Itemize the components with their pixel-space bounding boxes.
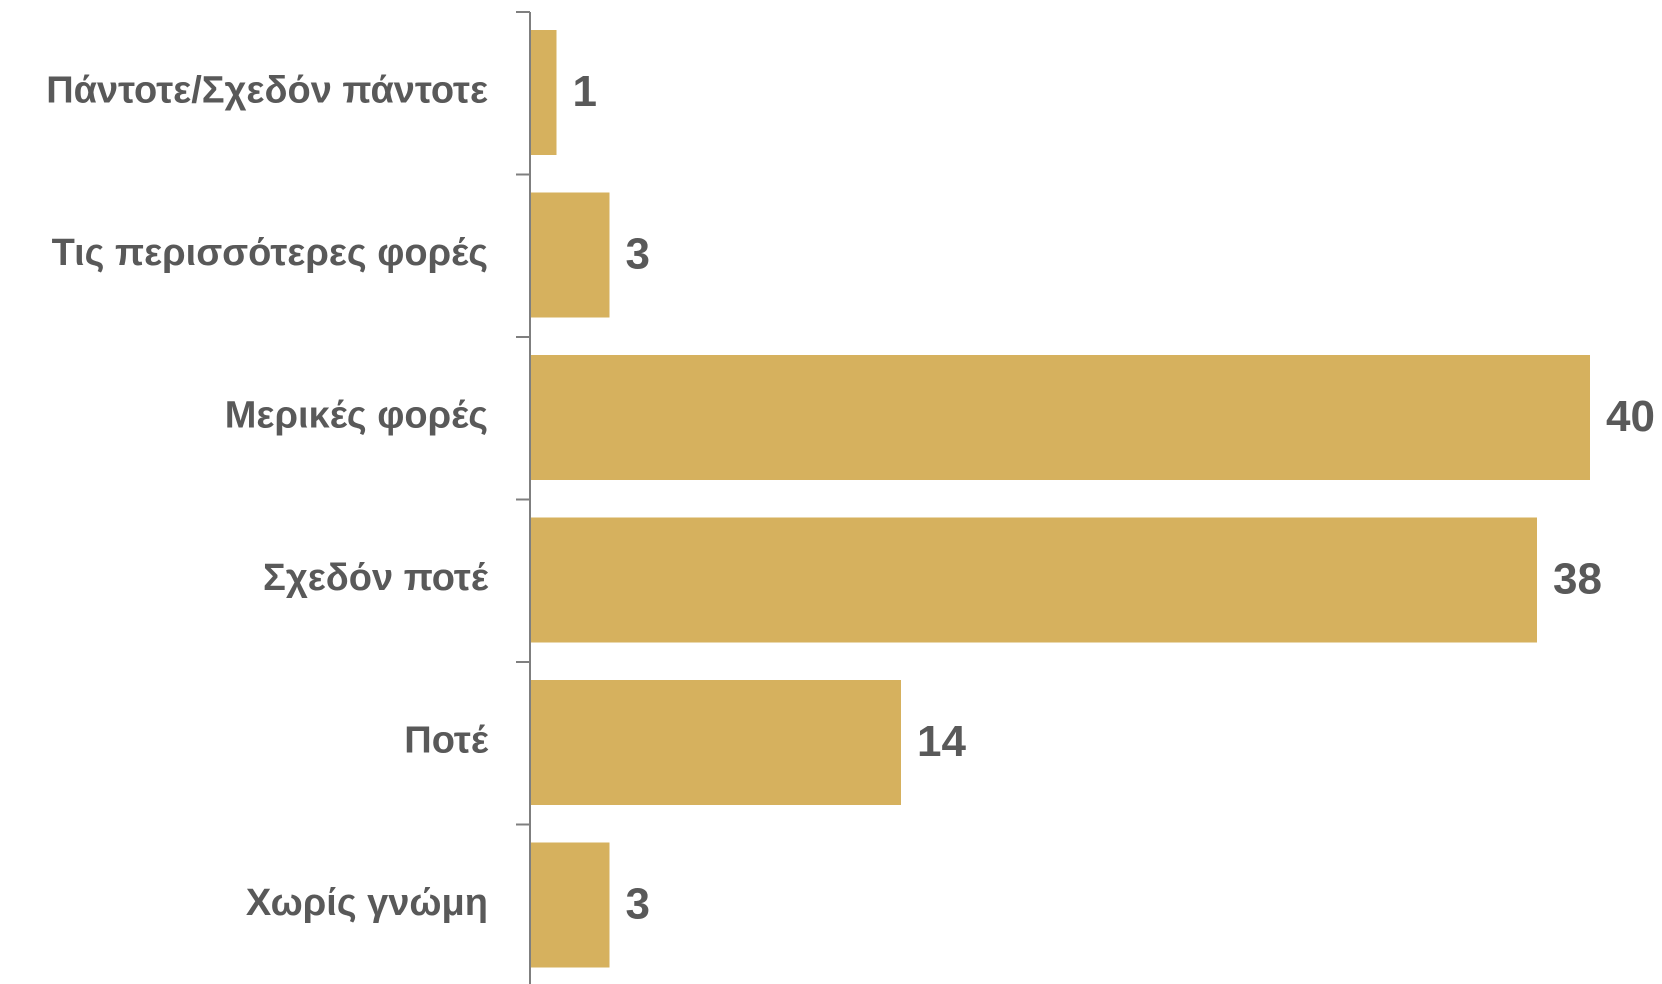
value-label-5: 3 (626, 880, 650, 929)
value-label-3: 38 (1553, 555, 1602, 604)
bar-1 (530, 192, 610, 318)
category-labels-group: Πάντοτε/Σχεδόν πάντοτε Τις περισσότερες φ… (46, 70, 489, 925)
category-label-0: Πάντοτε/Σχεδόν πάντοτε (46, 70, 488, 112)
value-label-4: 14 (917, 717, 966, 766)
category-label-2: Μερικές φορές (225, 395, 488, 437)
value-label-1: 3 (626, 230, 650, 279)
value-label-2: 40 (1606, 392, 1655, 441)
value-labels-group: 1 3 40 38 14 3 (573, 67, 1655, 929)
category-axis (516, 11, 531, 984)
value-label-0: 1 (573, 67, 597, 116)
bar-3 (530, 517, 1537, 643)
category-label-5: Χωρίς γνώμη (246, 882, 488, 924)
bar-4 (530, 680, 901, 805)
bar-0 (530, 30, 557, 155)
category-label-1: Τις περισσότερες φορές (52, 232, 488, 274)
bar-5 (530, 842, 610, 968)
category-label-3: Σχεδόν ποτέ (263, 557, 489, 599)
category-label-4: Ποτέ (404, 720, 489, 762)
bar-2 (530, 355, 1590, 480)
bars-group (530, 30, 1590, 968)
